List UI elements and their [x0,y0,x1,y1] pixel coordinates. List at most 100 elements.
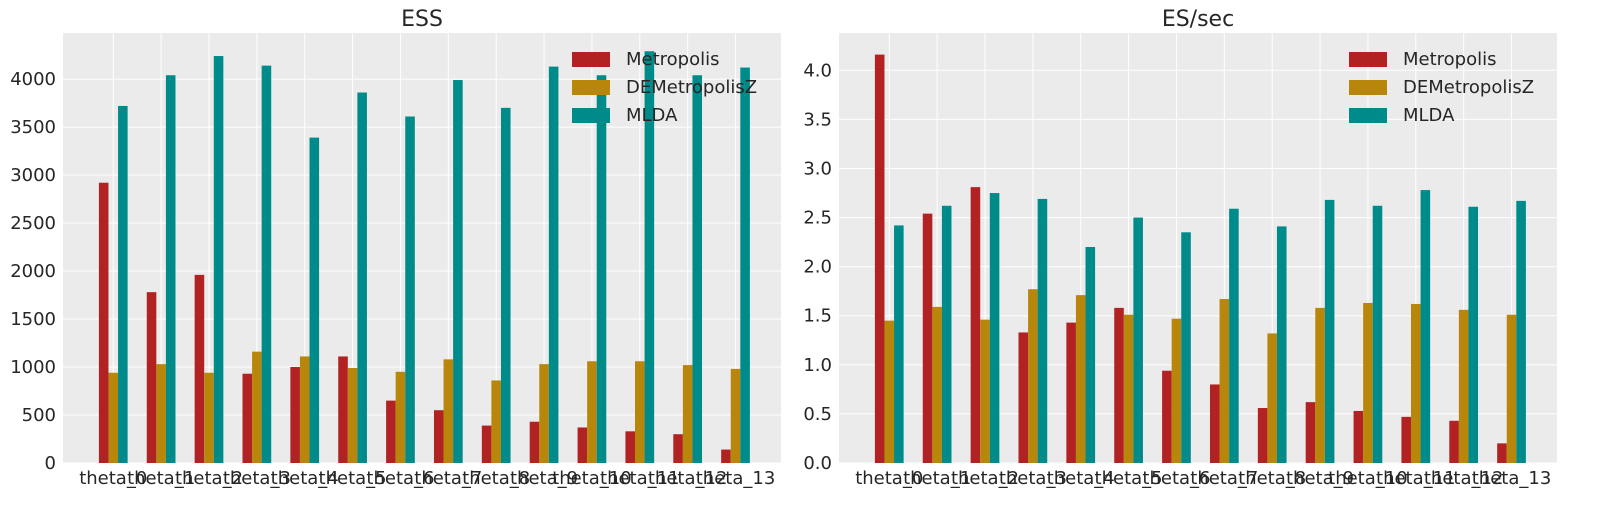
bar-mlda-theta_12 [1468,206,1479,463]
bar-mlda-theta_9 [548,66,559,463]
bar-metropolis-theta_6 [1162,370,1172,463]
x-tick-label: theta_4 [1047,468,1115,489]
chart-title: ESS [401,7,443,32]
bar-mlda-theta_13 [740,67,750,463]
bar-mlda-theta_7 [1229,208,1239,463]
bar-metropolis-theta_8 [481,425,492,463]
bar-mlda-theta_1 [941,205,952,463]
bar-metropolis-theta_2 [970,187,981,463]
bar-mlda-theta_5 [1133,217,1143,463]
bar-mlda-theta_5 [357,92,367,464]
y-tick-label: 0.5 [803,404,832,425]
bar-mlda-theta_1 [165,75,176,463]
legend-swatch-demetropolisz [572,80,610,95]
x-tick-label: theta_6 [1142,468,1210,489]
chart-panel-1: 05001000150020002500300035004000theta_0t… [10,7,781,489]
bar-metropolis-theta_2 [194,274,205,463]
bar-metropolis-theta_11 [625,431,636,463]
bar-mlda-theta_2 [213,56,224,464]
bar-metropolis-theta_1 [146,292,157,463]
bar-mlda-theta_8 [1276,226,1287,463]
bar-mlda-theta_4 [309,137,320,463]
bar-mlda-theta_6 [405,116,415,464]
y-tick-label: 4000 [10,69,56,90]
bar-mlda-theta_8 [500,107,511,463]
bar-mlda-theta_0 [118,105,128,464]
x-tick-label: theta_0 [855,468,923,489]
bar-demetropolisz-theta_3 [1028,289,1038,463]
x-tick-label: theta_7 [1190,468,1258,489]
bar-demetropolisz-theta_13 [1506,314,1517,463]
bar-demetropolisz-theta_3 [252,351,262,463]
bar-demetropolisz-theta_6 [1171,318,1182,463]
chart-panel-2: 0.00.51.01.52.02.53.03.54.0theta_0theta_… [803,7,1557,489]
x-tick-label: theta_9 [510,468,578,489]
x-tick-label: theta_9 [1286,468,1354,489]
bar-mlda-theta_13 [1516,200,1526,463]
bar-mlda-theta_11 [1420,190,1431,463]
bar-demetropolisz-theta_7 [443,359,454,463]
bar-mlda-theta_10 [1372,205,1383,463]
bar-demetropolisz-theta_11 [1411,303,1421,463]
y-tick-label: 1.0 [803,355,832,376]
legend-label-metropolis: Metropolis [1403,49,1497,70]
bar-metropolis-theta_12 [673,434,683,463]
legend-swatch-metropolis [1349,52,1387,67]
bar-demetropolisz-theta_11 [635,361,645,463]
legend-swatch-metropolis [572,52,610,67]
legend-label-mlda: MLDA [1403,105,1455,126]
y-tick-label: 3000 [10,165,56,186]
bar-metropolis-theta_4 [290,367,300,463]
bar-demetropolisz-theta_13 [730,368,741,463]
bar-metropolis-theta_13 [721,449,731,463]
legend-label-metropolis: Metropolis [626,49,720,70]
bar-mlda-theta_10 [596,75,607,463]
x-tick-label: theta_10 [552,468,632,489]
chart-title: ES/sec [1162,7,1234,32]
x-tick-label: theta_13 [1472,468,1552,489]
bar-mlda-theta_12 [692,75,703,463]
plot-background [63,33,781,463]
bar-metropolis-theta_1 [922,213,933,463]
x-tick-label: theta_2 [951,468,1019,489]
bar-demetropolisz-theta_1 [156,364,166,463]
bar-demetropolisz-theta_5 [347,367,358,463]
bar-mlda-theta_7 [453,80,463,463]
legend: Metropolis DEMetropolisZ MLDA [1349,49,1534,126]
bar-mlda-theta_6 [1181,232,1191,463]
bar-metropolis-theta_4 [1066,322,1076,463]
bar-demetropolisz-theta_2 [980,319,990,463]
x-tick-label: theta_10 [1328,468,1408,489]
bar-mlda-theta_3 [1037,198,1048,463]
bar-mlda-theta_11 [644,51,655,464]
x-tick-label: theta_0 [79,468,147,489]
y-tick-label: 2.0 [803,257,832,278]
bar-metropolis-theta_10 [1353,410,1364,463]
bar-metropolis-theta_0 [98,182,109,463]
bar-demetropolisz-theta_6 [395,371,406,463]
bar-metropolis-theta_9 [529,421,540,463]
bar-metropolis-theta_10 [577,427,588,463]
y-tick-label: 3.5 [803,109,832,130]
bar-metropolis-theta_9 [1305,402,1316,463]
bar-mlda-theta_3 [261,65,272,464]
y-tick-label: 1.5 [803,306,832,327]
y-tick-label: 0.0 [803,453,832,474]
bar-demetropolisz-theta_0 [884,320,895,463]
x-tick-label: theta_12 [1424,468,1504,489]
legend-label-mlda: MLDA [626,105,678,126]
bar-demetropolisz-theta_4 [299,356,310,463]
y-tick-label: 2500 [10,213,56,234]
bar-metropolis-theta_13 [1497,443,1507,463]
y-tick-label: 500 [22,405,56,426]
bar-demetropolisz-theta_12 [682,365,693,463]
x-tick-label: theta_2 [175,468,243,489]
x-tick-label: theta_8 [462,468,530,489]
bar-demetropolisz-theta_4 [1075,295,1086,463]
x-tick-label: theta_7 [414,468,482,489]
bar-demetropolisz-theta_8 [491,380,501,463]
x-tick-label: theta_11 [600,468,680,489]
bar-demetropolisz-theta_9 [1315,307,1325,463]
bar-demetropolisz-theta_12 [1458,309,1469,463]
